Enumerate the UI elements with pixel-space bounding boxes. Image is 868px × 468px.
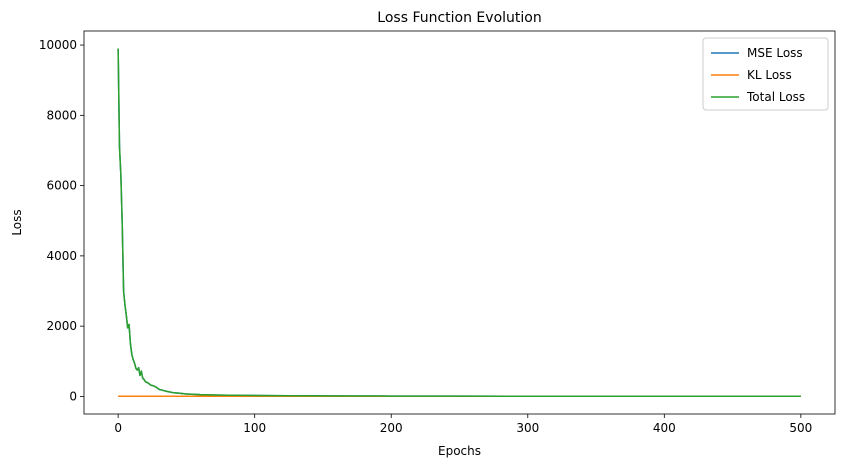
y-tick-label: 6000 [46,179,77,193]
y-axis-ticks: 0 2000 4000 6000 8000 10000 [39,38,84,403]
y-tick-label: 4000 [46,249,77,263]
x-tick-label: 400 [653,421,676,435]
y-axis-label: Loss [10,209,24,235]
legend-label: KL Loss [747,68,792,82]
chart-title: Loss Function Evolution [377,10,541,26]
series-line-0 [117,48,801,398]
y-tick-label: 0 [69,389,77,403]
legend-label: Total Loss [746,90,805,104]
y-tick-label: 10000 [39,38,77,52]
legend: MSE Loss KL Loss Total Loss [702,37,829,111]
x-axis-label: Epochs [438,444,481,458]
x-axis-ticks: 0 100 200 300 400 500 [114,414,812,435]
x-tick-label: 500 [789,421,812,435]
legend-label: MSE Loss [747,46,803,60]
x-tick-label: 200 [380,421,403,435]
x-tick-label: 100 [243,421,266,435]
plot-frame [83,30,836,415]
legend-box [702,37,829,111]
plot-series [117,48,801,398]
x-tick-label: 300 [516,421,539,435]
y-tick-label: 8000 [46,108,77,122]
y-tick-label: 2000 [46,319,77,333]
series-line-2 [117,48,801,398]
x-tick-label: 0 [114,421,122,435]
